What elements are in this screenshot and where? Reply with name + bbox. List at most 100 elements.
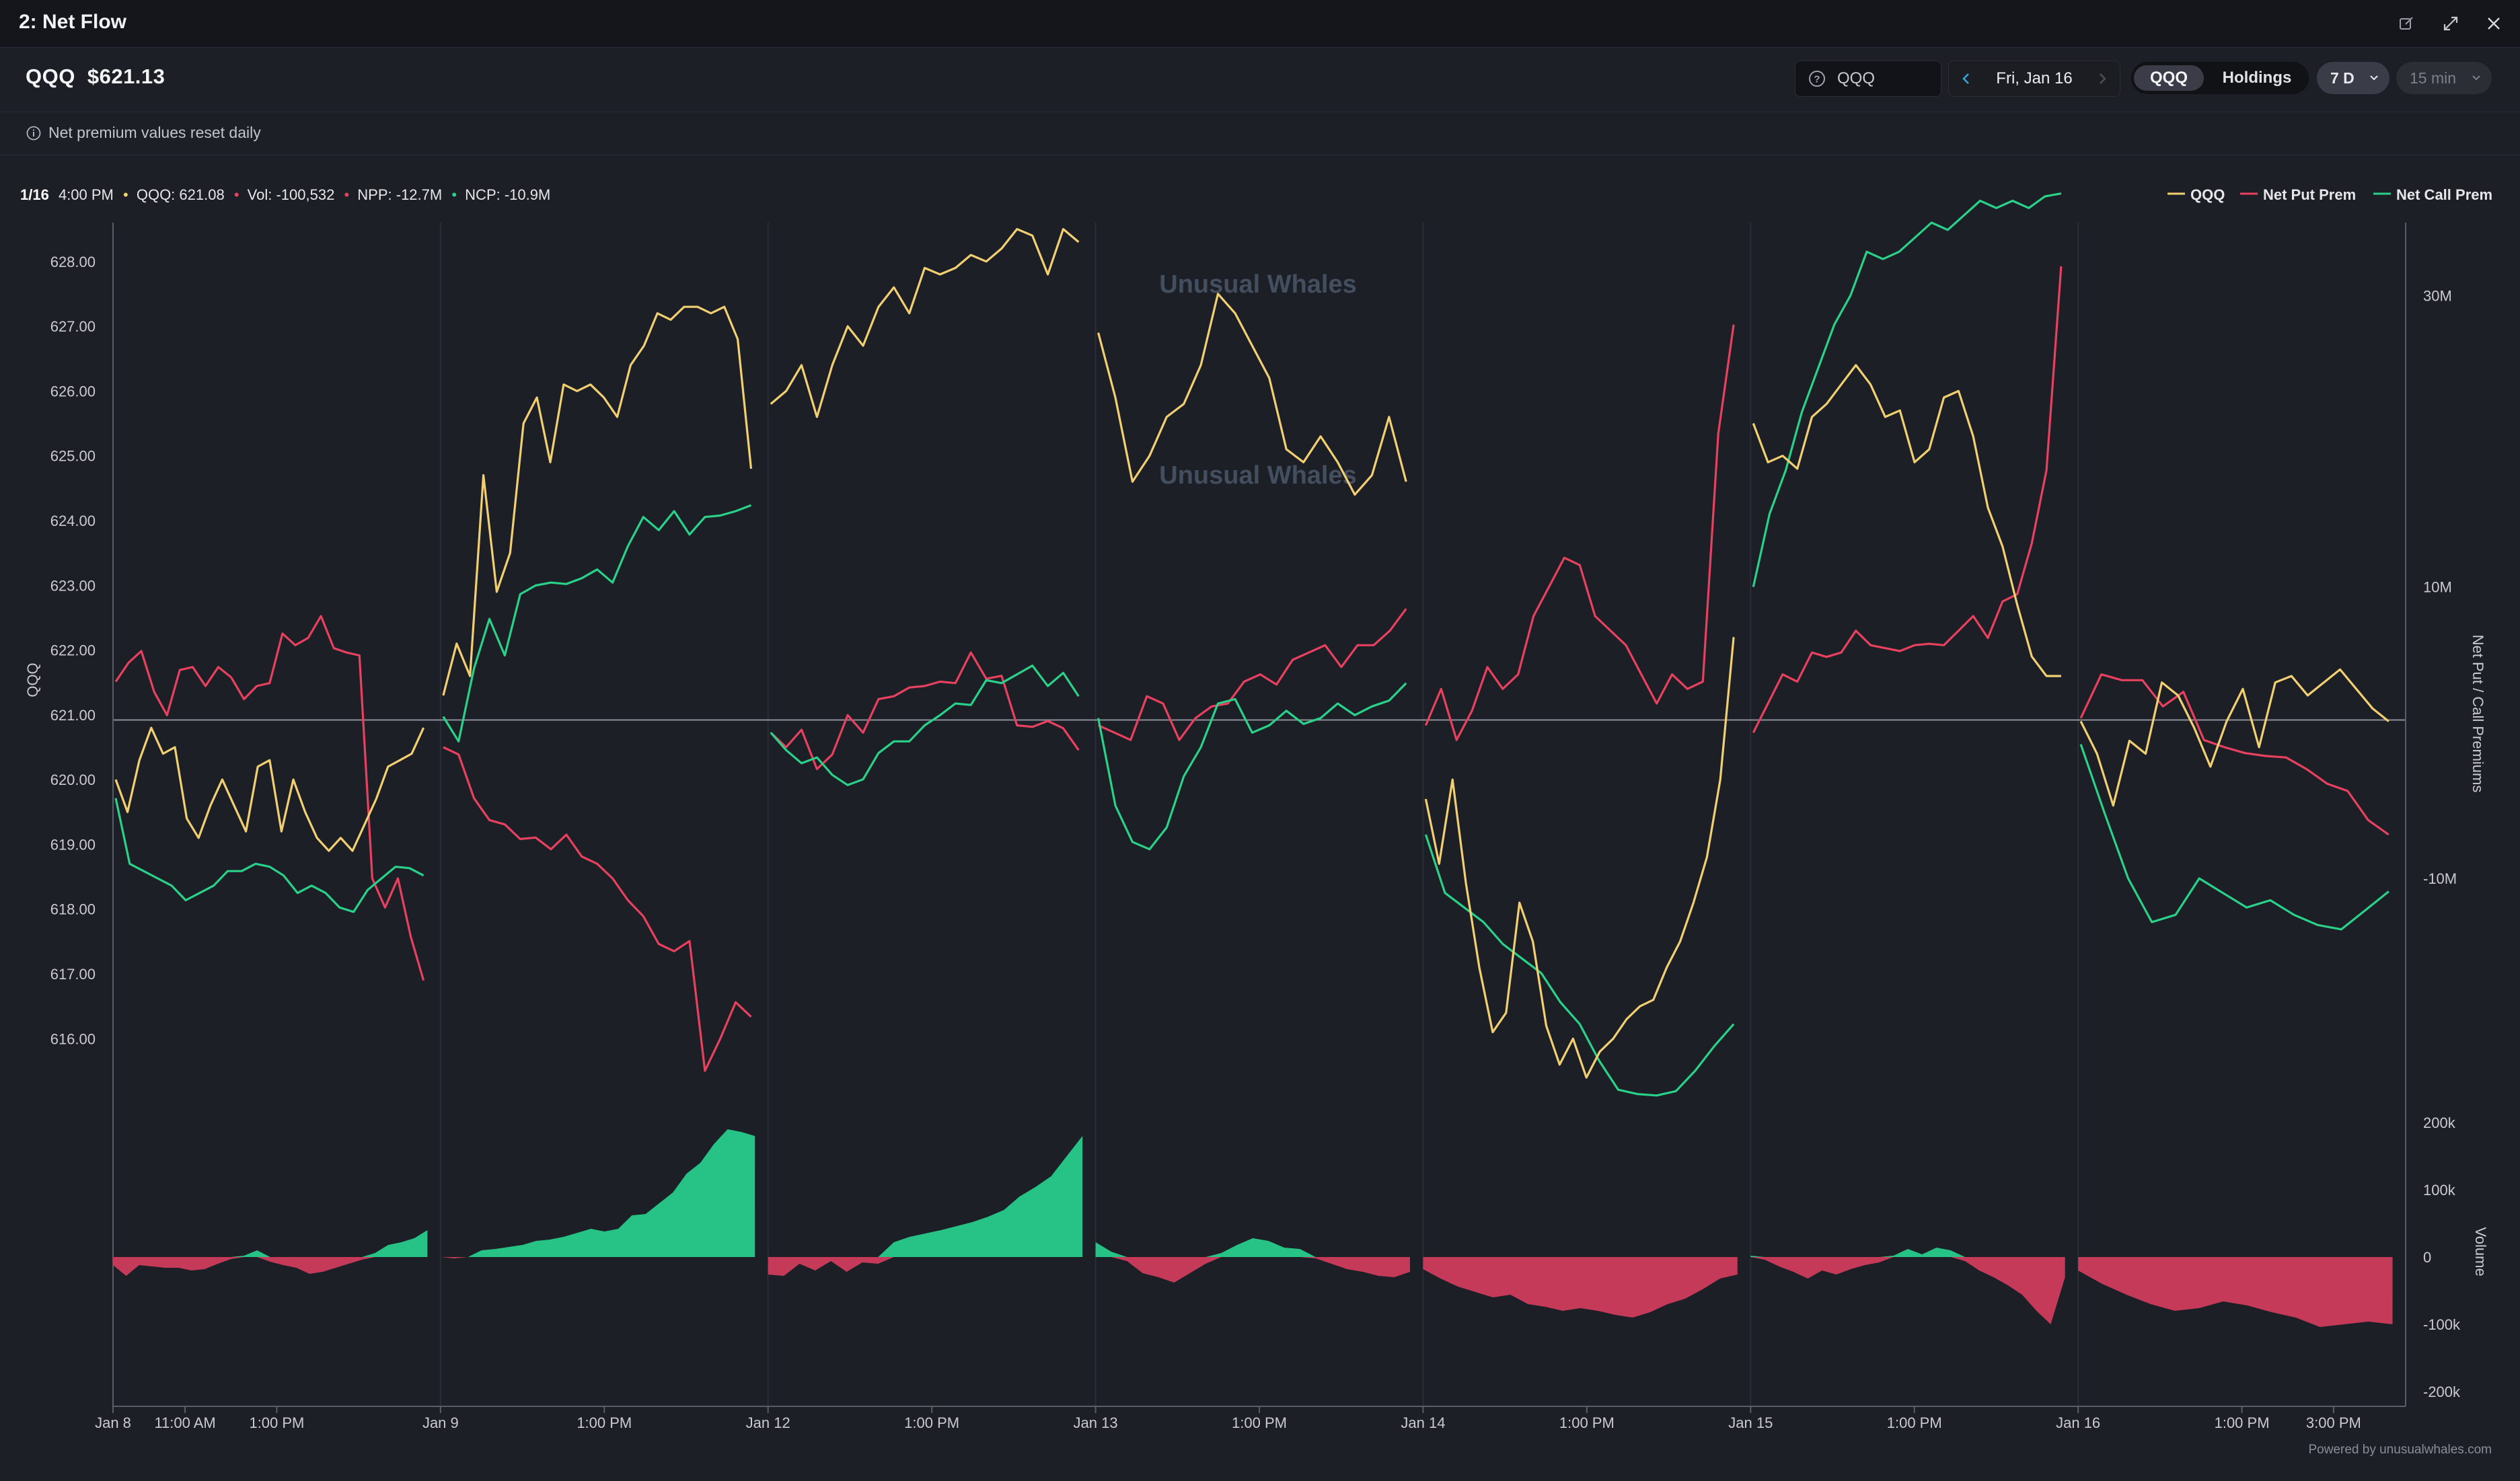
window-title: 2: Net Flow	[19, 11, 127, 33]
volume-area-negative	[440, 1257, 755, 1258]
volume-axis-title: Volume	[2472, 1227, 2489, 1276]
volume-area-negative	[1423, 1257, 1738, 1318]
volume-area-negative	[768, 1257, 1083, 1276]
date-label[interactable]: Fri, Jan 16	[1996, 69, 2073, 87]
x-tick-label: 3:00 PM	[2306, 1414, 2361, 1431]
toggle-qqq[interactable]: QQQ	[2134, 65, 2204, 91]
date-navigator: Fri, Jan 16	[1948, 61, 2120, 97]
volume-tick-label: -100k	[2423, 1316, 2461, 1333]
readout-qqq: QQQ: 621.08	[137, 186, 225, 203]
net-call-prem-line	[1752, 192, 2062, 588]
y-left-tick-label: 616.00	[50, 1030, 96, 1047]
net-call-prem-line	[2079, 744, 2389, 931]
readout-vol: Vol: -100,532	[248, 186, 335, 203]
x-tick-label: 1:00 PM	[577, 1414, 632, 1431]
net-call-prem-line	[114, 798, 424, 913]
volume-area-negative	[1750, 1257, 2065, 1324]
net-call-prem-line	[442, 504, 752, 743]
help-circle-icon: ?	[1809, 71, 1825, 87]
chevron-down-icon	[2370, 75, 2378, 81]
chart-legend: QQQ Net Put Prem Net Call Prem	[2167, 186, 2492, 203]
interval-label: 15 min	[2410, 69, 2457, 87]
x-tick-label: Jan 13	[1074, 1414, 1118, 1431]
legend-item-net-put-prem[interactable]: Net Put Prem	[2263, 186, 2356, 203]
qqq-price-line	[1424, 637, 1735, 1079]
y-left-tick-label: 617.00	[50, 966, 96, 983]
qqq-price-line	[1097, 293, 1407, 496]
volume-tick-label: -200k	[2423, 1383, 2461, 1400]
watermark-top: Unusual Whales	[1159, 270, 1357, 299]
chart-canvas[interactable]: 1/16 4:00 PM • QQQ: 621.08 • Vol: -100,5…	[0, 155, 2520, 1467]
legend-item-net-call-prem[interactable]: Net Call Prem	[2396, 186, 2492, 203]
net-call-prem-line	[1097, 682, 1407, 851]
volume-tick-label: 200k	[2423, 1114, 2456, 1131]
svg-text:?: ?	[1814, 74, 1820, 85]
y-left-tick-label: 628.00	[50, 254, 96, 270]
y-left-tick-label: 622.00	[50, 642, 96, 659]
qqq-price-line	[442, 305, 753, 696]
x-tick-label: 1:00 PM	[904, 1414, 959, 1431]
volume-area-negative	[113, 1257, 428, 1276]
ticker-search[interactable]: ?	[1795, 61, 1941, 97]
qqq-price-line	[114, 726, 425, 852]
y-right-tick-label: 30M	[2423, 287, 2452, 304]
x-tick-label: 11:00 AM	[154, 1414, 215, 1431]
toggle-holdings[interactable]: Holdings	[2222, 69, 2292, 87]
chevron-left-icon[interactable]	[1958, 71, 1974, 87]
volume-area-negative	[2078, 1257, 2393, 1327]
volume-tick-label: 100k	[2423, 1182, 2456, 1199]
net-put-prem-line	[770, 651, 1080, 771]
volume-area-positive	[1750, 1248, 2065, 1257]
qqq-price-line	[770, 227, 1080, 418]
search-input[interactable]	[1836, 67, 1933, 91]
volume-tick-label: 0	[2423, 1249, 2431, 1266]
interval-dropdown[interactable]: 15 min	[2396, 62, 2492, 94]
x-tick-label: 1:00 PM	[1887, 1414, 1942, 1431]
edit-icon[interactable]	[2395, 12, 2418, 35]
net-put-prem-line	[443, 746, 752, 1072]
chevron-right-icon[interactable]	[2094, 71, 2110, 87]
ticker-symbol: QQQ	[26, 65, 75, 88]
title-bar: 2: Net Flow	[0, 0, 2520, 48]
net-put-prem-line	[1097, 608, 1407, 741]
net-call-prem-line	[770, 664, 1080, 786]
volume-area-layer	[113, 1129, 2393, 1327]
y-right-tick-label: 10M	[2423, 579, 2452, 596]
readout-npp: NPP: -12.7M	[357, 186, 442, 203]
y-left-tick-label: 619.00	[50, 836, 96, 853]
notice-bar: Net premium values reset daily	[0, 112, 2520, 155]
y-left-tick-label: 621.00	[50, 707, 96, 724]
notice-text: Net premium values reset daily	[48, 124, 261, 141]
qqq-price-line	[1752, 364, 2061, 677]
powered-by: Powered by unusualwhales.com	[2308, 1443, 2492, 1457]
volume-area-positive	[113, 1230, 428, 1257]
y-right-axis-title: Net Put / Call Premiums	[2470, 635, 2486, 793]
chevron-down-icon	[2472, 75, 2480, 81]
close-icon[interactable]	[2482, 12, 2505, 35]
x-tick-label: Jan 9	[422, 1414, 459, 1431]
x-tick-label: 1:00 PM	[1559, 1414, 1615, 1431]
volume-area-positive	[768, 1136, 1083, 1257]
x-tick-label: Jan 15	[1728, 1414, 1773, 1431]
y-left-tick-label: 623.00	[50, 577, 96, 594]
legend-item-qqq[interactable]: QQQ	[2190, 186, 2225, 203]
ticker-price: $621.13	[87, 65, 165, 88]
readout-date: 1/16	[20, 186, 49, 203]
net-put-prem-line	[114, 615, 425, 981]
volume-area-positive	[440, 1129, 755, 1257]
y-left-tick-label: 626.00	[50, 383, 96, 400]
net-call-prem-line	[1424, 834, 1735, 1097]
qqq-price-line	[2079, 668, 2389, 807]
view-toggle: QQQ Holdings	[2131, 62, 2309, 94]
ticker-header: QQQ $621.13 ? Fri, Jan 16 QQQ Holdings 7 …	[0, 47, 2520, 112]
net-put-prem-line	[1752, 266, 2063, 734]
range-dropdown[interactable]: 7 D	[2317, 62, 2389, 94]
watermark-bottom: Unusual Whales	[1159, 461, 1357, 490]
expand-icon[interactable]	[2439, 12, 2462, 35]
y-left-tick-label: 624.00	[50, 512, 96, 529]
grid-layer	[113, 223, 2406, 1406]
x-tick-label: 1:00 PM	[1232, 1414, 1287, 1431]
volume-area-positive	[1095, 1238, 1410, 1257]
net-flow-chart[interactable]: 1/16 4:00 PM • QQQ: 621.08 • Vol: -100,5…	[0, 155, 2520, 1467]
